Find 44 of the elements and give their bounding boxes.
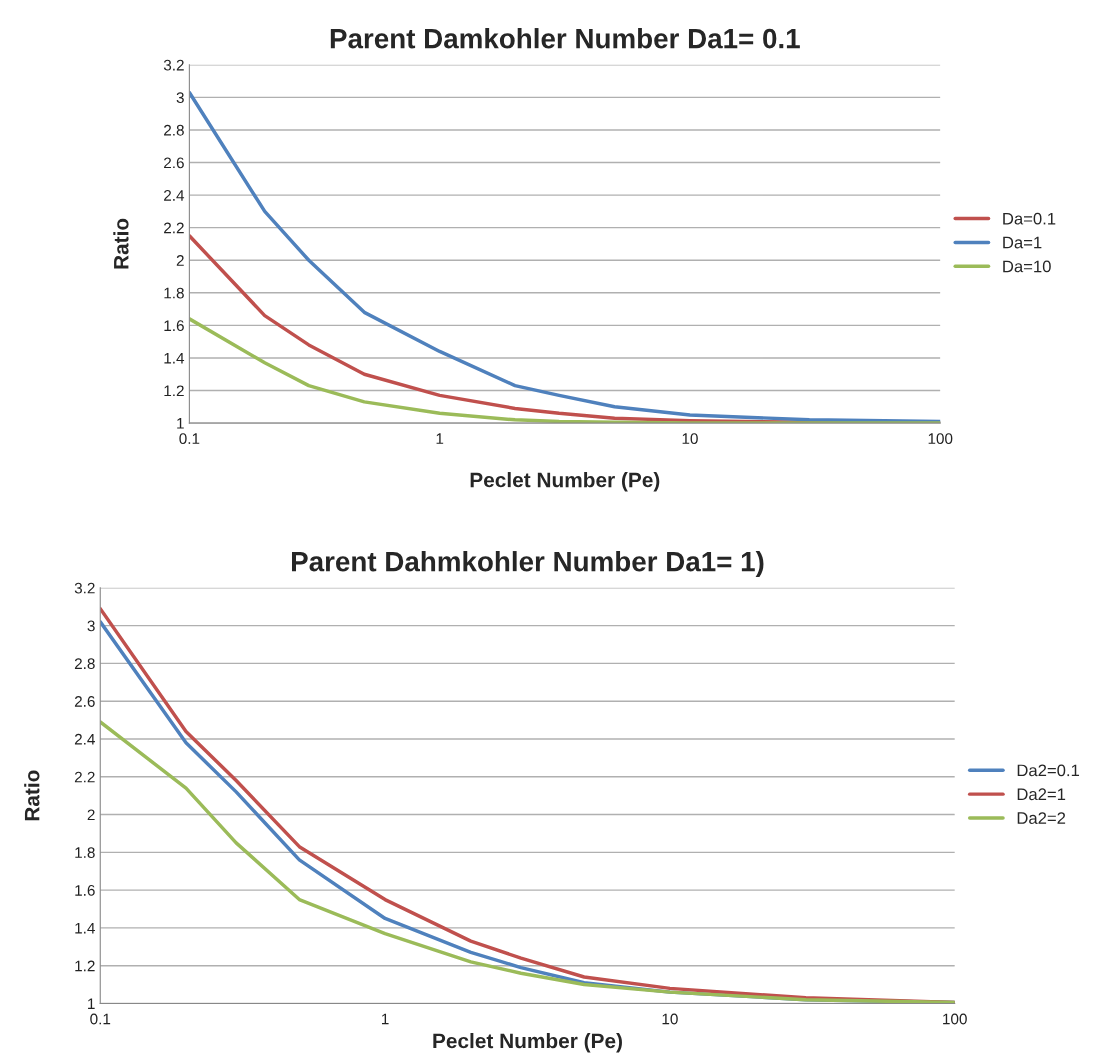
y-tick-label: 1.8	[164, 287, 184, 299]
y-tick-label: 1.4	[164, 352, 185, 364]
y-tick-label: 2.8	[74, 658, 95, 670]
legend-label: Da2=2	[1017, 812, 1066, 824]
y-tick-label: 2.6	[164, 157, 184, 169]
x-tick-label: 10	[682, 433, 698, 445]
legend-label: Da=1	[1003, 236, 1042, 249]
y-tick-label: 1	[177, 418, 184, 429]
x-tick-label: 10	[662, 1013, 678, 1025]
x-tick-label: 1	[381, 1013, 389, 1025]
x-tick-label: 100	[928, 433, 953, 445]
y-tick-label: 2.8	[164, 124, 184, 136]
chart-title: Parent Dahmkohler Number Da1= 1)	[292, 551, 764, 577]
y-axis-title: Ratio	[24, 770, 40, 821]
legend-label: Da=10	[1003, 260, 1051, 273]
y-tick-label: 3.2	[74, 582, 95, 594]
y-tick-label: 1.6	[75, 884, 95, 896]
y-tick-label: 2.4	[164, 189, 185, 201]
x-tick-label: 1	[436, 433, 444, 444]
x-tick-label: 0.1	[90, 1013, 111, 1025]
y-tick-label: 3.2	[163, 59, 184, 71]
y-tick-label: 2.4	[74, 733, 95, 745]
y-tick-label: 2.2	[164, 222, 184, 234]
y-tick-label: 1.8	[75, 847, 95, 859]
y-tick-label: 2.2	[74, 771, 95, 783]
y-tick-label: 3	[176, 92, 184, 104]
chart-title: Parent Damkohler Number Da1= 0.1	[330, 28, 800, 49]
x-tick-label: 100	[943, 1013, 967, 1025]
x-tick-label: 0.1	[179, 433, 200, 445]
y-tick-label: 1	[88, 998, 95, 1010]
y-tick-label: 2	[176, 255, 184, 266]
y-tick-label: 1.2	[164, 385, 184, 397]
y-tick-label: 1.4	[75, 922, 95, 934]
y-axis-title: Ratio	[113, 218, 129, 269]
legend-label: Da2=1	[1017, 788, 1066, 801]
y-tick-label: 2	[87, 809, 95, 821]
legend-label: Da2=0.1	[1017, 764, 1080, 777]
y-tick-label: 3	[87, 620, 95, 632]
y-tick-label: 2.6	[74, 696, 95, 707]
y-tick-label: 1.6	[164, 320, 184, 332]
legend-label: Da=0.1	[1003, 212, 1056, 225]
y-tick-label: 1.2	[75, 960, 95, 972]
x-axis-title: Peclet Number (Pe)	[433, 1032, 622, 1053]
x-axis-title: Peclet Number (Pe)	[470, 472, 660, 492]
